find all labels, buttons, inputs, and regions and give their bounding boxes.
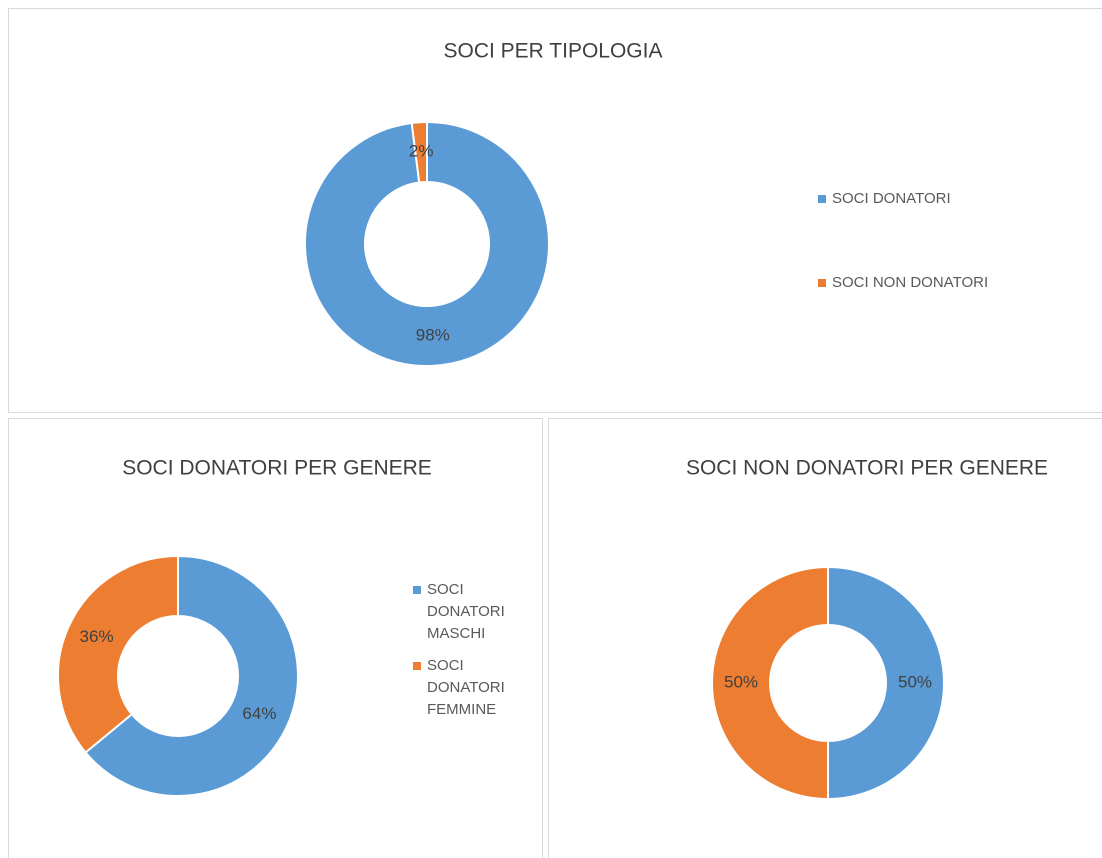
donut-slice: [84, 554, 299, 797]
donut-slice: [827, 565, 945, 801]
chart-border: [8, 8, 1102, 413]
legend-label: SOCI DONATORI FEMMINE: [427, 657, 505, 718]
legend-label: SOCI NON DONATORI: [832, 274, 989, 291]
legend-swatch: [413, 662, 421, 670]
chart-title: SOCI NON DONATORI PER GENERE: [686, 457, 1048, 480]
legend-label: SOCI DONATORI: [832, 190, 951, 207]
legend: SOCI DONATORI SOCI NON DONATORI: [818, 188, 1078, 294]
legend-item: SOCI DONATORI: [818, 188, 1078, 210]
chart-border: [8, 418, 543, 858]
legend-item: SOCI NON DONATORI: [818, 272, 1078, 294]
donut-slice: [410, 120, 428, 184]
legend-swatch: [818, 279, 826, 287]
donut-slice: [304, 120, 550, 367]
data-label: 36%: [80, 627, 114, 646]
chart-border: [548, 418, 1102, 858]
chart-title: SOCI PER TIPOLOGIA: [443, 40, 662, 63]
legend-swatch: [818, 195, 826, 203]
donut-slice: [57, 554, 179, 754]
data-label: 98%: [416, 325, 450, 344]
chart-title: SOCI DONATORI PER GENERE: [122, 457, 432, 480]
data-label: 50%: [724, 672, 758, 691]
data-label: 2%: [409, 142, 434, 161]
legend-item: SOCI DONATORI MASCHI: [413, 579, 523, 645]
data-label: 50%: [898, 672, 932, 691]
legend-swatch: [413, 586, 421, 594]
data-label: 64%: [242, 704, 276, 723]
legend-item: SOCI DONATORI FEMMINE: [413, 655, 523, 721]
legend: SOCI DONATORI MASCHI SOCI DONATORI FEMMIN…: [413, 579, 523, 721]
legend-label: SOCI DONATORI MASCHI: [427, 581, 505, 642]
donut-slice: [711, 565, 829, 801]
